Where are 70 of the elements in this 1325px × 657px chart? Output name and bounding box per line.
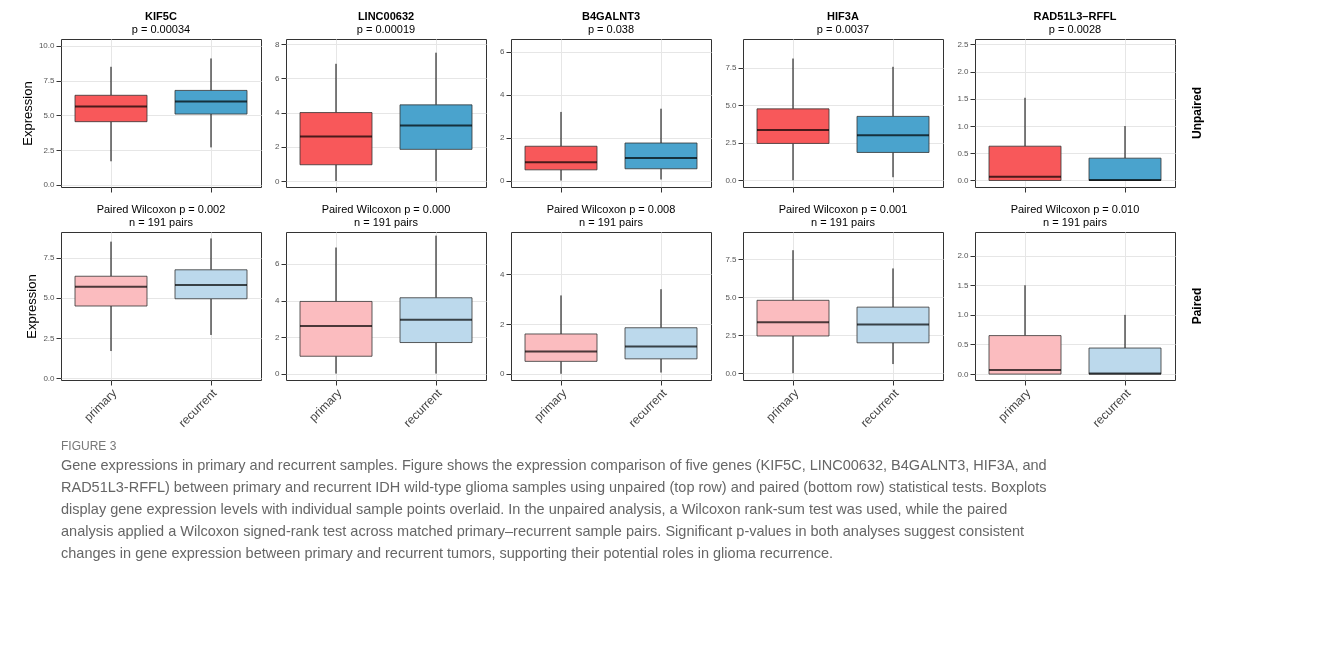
y-tick-label: 10.0 [38, 41, 56, 51]
y-tick-label: 2.0 [957, 251, 970, 261]
y-tick-label: 2 [275, 332, 281, 342]
y-axis-title: Expression [24, 274, 40, 339]
y-tick-label: 4 [275, 296, 281, 306]
chart-title: Paired Wilcoxon p = 0.001 [778, 203, 908, 215]
chart-title: Paired Wilcoxon p = 0.000 [321, 203, 451, 215]
y-tick-label: 8 [275, 39, 281, 49]
y-tick-label: 2.5 [725, 138, 738, 148]
y-tick-label: 0.0 [957, 369, 970, 379]
y-tick-label: 2.5 [725, 330, 738, 340]
caption: FIGURE 3 [61, 439, 117, 453]
chart-subtitle: n = 191 pairs [1043, 216, 1108, 228]
y-tick-label: 7.5 [43, 76, 56, 86]
text: Unpaired [1190, 86, 1204, 140]
y-tick-label: 5.0 [43, 110, 56, 120]
y-tick-label: 0 [275, 176, 281, 186]
y-tick-label: 0.0 [725, 175, 738, 185]
y-tick-label: 7.5 [43, 253, 56, 263]
y-tick-label: 1.0 [957, 121, 970, 131]
y-tick-label: 2.0 [957, 67, 970, 77]
y-tick-label: 0.5 [957, 148, 970, 158]
y-tick-label: 2 [500, 133, 506, 143]
chart-title: B4GALNT3 [581, 10, 641, 22]
y-tick-label: 7.5 [725, 254, 738, 264]
y-tick-label: 6 [275, 73, 281, 83]
chart-subtitle: p = 0.00034 [131, 23, 191, 35]
chart-subtitle: n = 191 pairs [579, 216, 644, 228]
chart-title: KIF5C [145, 10, 177, 22]
y-tick-label: 0 [275, 369, 281, 379]
text: Paired [1190, 287, 1204, 325]
y-tick-label: 6 [275, 259, 281, 269]
y-tick-label: 7.5 [725, 63, 738, 73]
chart-title: RAD51L3–RFFL [1033, 10, 1117, 22]
chart-title: Paired Wilcoxon p = 0.002 [96, 203, 226, 215]
chart-title: HIF3A [827, 10, 859, 22]
y-axis-title: Expression [19, 81, 35, 146]
y-tick-label: 2.5 [43, 333, 56, 343]
y-tick-label: 5.0 [725, 292, 738, 302]
chart-subtitle: p = 0.00019 [356, 23, 416, 35]
text: Gene expressions in primary and recurrent samples. Figure shows the expression comparison of five genes (KIF5C, LINC00632, B4GALNT3, HIF3A, and RAD51L3-RFFL) between primary and recurrent IDH wild-type glioma samples using unpaired (top row) and paired (bottom row) statistical tests. Boxplots display gene expression levels with individual sample points overlaid. In the unpaired analysis, a Wilcoxon rank-sum test was used, while the paired analysis applied a Wilcoxon signed-rank test across matched primary–recurrent sample pairs. Significant p-values in both analyses suggest consistent changes in gene expression between primary and recurrent tumors, supporting their potential roles in glioma recurrence. [61, 457, 1047, 561]
y-tick-label: 0.0 [725, 368, 738, 378]
y-tick-label: 2.5 [43, 145, 56, 155]
chart-subtitle: n = 191 pairs [129, 216, 194, 228]
y-tick-label: 6 [500, 47, 506, 57]
y-tick-label: 2 [275, 142, 281, 152]
y-tick-label: 5.0 [43, 293, 56, 303]
y-tick-label: 0.0 [957, 175, 970, 185]
y-tick-label: 1.0 [957, 310, 970, 320]
y-tick-label: 1.5 [957, 280, 970, 290]
y-tick-label: 1.5 [957, 94, 970, 104]
y-tick-label: 4 [500, 90, 506, 100]
y-tick-label: 2 [500, 319, 506, 329]
chart-subtitle: p = 0.0037 [816, 23, 870, 35]
y-tick-label: 0.5 [957, 339, 970, 349]
chart-subtitle: p = 0.038 [587, 23, 635, 35]
chart-subtitle: n = 191 pairs [354, 216, 419, 228]
chart-title: Paired Wilcoxon p = 0.010 [1010, 203, 1140, 215]
chart-subtitle: p = 0.0028 [1048, 23, 1102, 35]
chart-subtitle: n = 191 pairs [811, 216, 876, 228]
y-tick-label: 0 [500, 369, 506, 379]
y-tick-label: 2.5 [957, 39, 970, 49]
chart-title: LINC00632 [357, 10, 415, 22]
y-tick-label: 0 [500, 176, 506, 186]
y-tick-label: 0.0 [43, 373, 56, 383]
y-tick-label: 4 [275, 108, 281, 118]
chart-title: Paired Wilcoxon p = 0.008 [546, 203, 676, 215]
y-tick-label: 5.0 [725, 100, 738, 110]
y-tick-label: 4 [500, 269, 506, 279]
y-tick-label: 0.0 [43, 180, 56, 190]
